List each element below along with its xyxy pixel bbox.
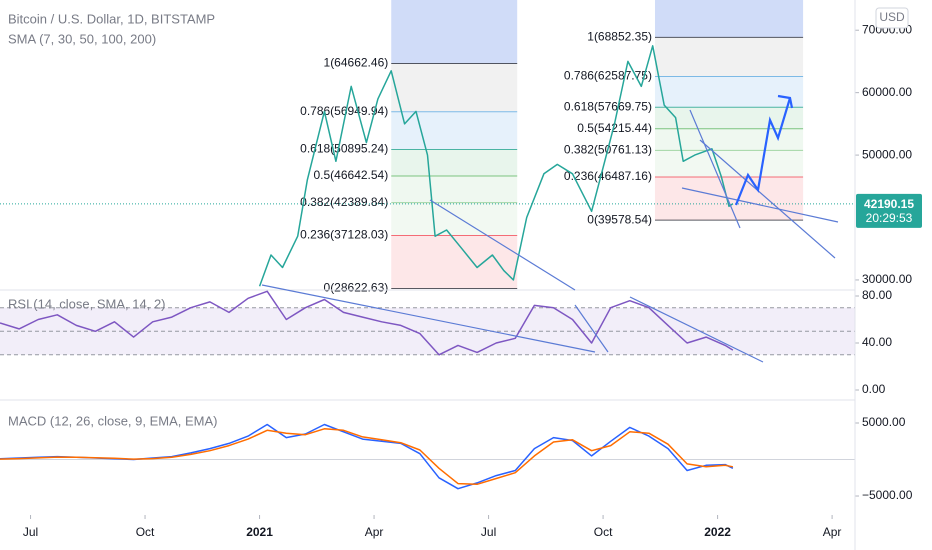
projection-arrow bbox=[777, 94, 794, 109]
symbol-title: Bitcoin / U.S. Dollar, 1D, BITSTAMP bbox=[8, 11, 215, 26]
trendline bbox=[699, 139, 836, 259]
fib-zone bbox=[391, 111, 518, 150]
fib-zone bbox=[391, 176, 518, 203]
trendline bbox=[681, 187, 839, 223]
fib-label: 0.236(46487.16) bbox=[564, 169, 652, 183]
rsi-label: RSI (14, close, SMA, 14, 2) bbox=[8, 296, 166, 311]
trendline bbox=[689, 109, 741, 229]
trendline bbox=[629, 296, 764, 363]
x-tick-label: 2021 bbox=[246, 525, 273, 539]
fib-top-zone bbox=[391, 0, 518, 64]
currency-button[interactable] bbox=[875, 7, 909, 29]
fib-zone bbox=[391, 149, 518, 177]
y-tick-label: 0.00 bbox=[862, 382, 886, 396]
x-tick-label: 2022 bbox=[704, 525, 731, 539]
fib-label: 0.5(54215.44) bbox=[577, 121, 652, 135]
fib-zone bbox=[654, 150, 804, 178]
plot-layer: 1(64662.46) 0.786(56949.94) 0.618(50895.24… bbox=[0, 0, 922, 539]
trendline bbox=[261, 284, 596, 353]
fib-label: 0.618(50895.24) bbox=[300, 142, 388, 156]
y-tick-label: 80.00 bbox=[862, 288, 892, 302]
fib-label: 0.786(62587.75) bbox=[564, 69, 652, 83]
y-tick-label: 50000.00 bbox=[862, 147, 912, 161]
fib-zone bbox=[391, 63, 518, 112]
price-tag bbox=[856, 193, 922, 228]
x-tick-label: Apr bbox=[823, 525, 842, 539]
x-tick-label: Jul bbox=[23, 525, 38, 539]
x-tick-label: Jul bbox=[481, 525, 496, 539]
fib-label: 0(39578.54) bbox=[587, 212, 652, 226]
fib-label: 0.786(56949.94) bbox=[300, 104, 388, 118]
currency[interactable]: USD bbox=[879, 10, 905, 24]
fib-label: 1(64662.46) bbox=[324, 56, 389, 70]
fib-label: 1(68852.35) bbox=[587, 30, 652, 44]
series-line bbox=[0, 428, 734, 486]
fib-label: 0.382(42389.84) bbox=[300, 195, 388, 209]
y-tick-label: 40.00 bbox=[862, 335, 892, 349]
macd-label: MACD (12, 26, close, 9, EMA, EMA) bbox=[8, 413, 218, 428]
projection bbox=[734, 97, 792, 206]
x-tick-label: Oct bbox=[136, 525, 155, 539]
price-countdown: 20:29:53 bbox=[866, 211, 913, 225]
drawings bbox=[261, 94, 839, 363]
sma-label: SMA (7, 30, 50, 100, 200) bbox=[8, 31, 156, 46]
fib-top-zone bbox=[654, 0, 804, 38]
fib-zone bbox=[654, 76, 804, 108]
fib-label: 0.5(46642.54) bbox=[314, 168, 389, 182]
fib-label: 0.618(57669.75) bbox=[564, 99, 652, 113]
fib-zone bbox=[391, 202, 518, 236]
y-tick-label: 5000.00 bbox=[862, 415, 906, 429]
y-tick-label: −5000.00 bbox=[862, 488, 913, 502]
y-tick-label: 30000.00 bbox=[862, 272, 912, 286]
fib-label: 0.236(37128.03) bbox=[300, 228, 388, 242]
x-tick-label: Oct bbox=[594, 525, 613, 539]
trendline bbox=[429, 199, 576, 291]
series-line bbox=[258, 45, 734, 287]
x-tick-label: Apr bbox=[365, 525, 384, 539]
series-line bbox=[0, 290, 734, 356]
price-tag-label: 42190.15 bbox=[864, 197, 914, 211]
fib-zone bbox=[654, 37, 804, 77]
fib-label: 0(28622.63) bbox=[324, 281, 389, 295]
fib-zone bbox=[654, 107, 804, 129]
trendline bbox=[574, 304, 609, 353]
fib-zone bbox=[391, 235, 518, 289]
y-tick-label: 60000.00 bbox=[862, 85, 912, 99]
